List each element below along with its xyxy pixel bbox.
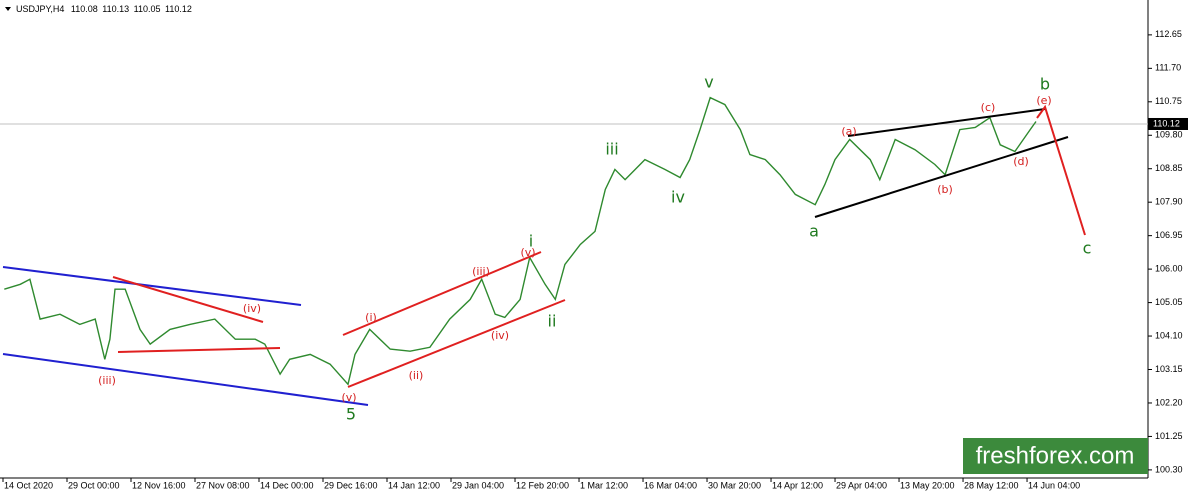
watermark: freshforex.com: [976, 442, 1135, 469]
wave-label: (iv): [243, 302, 261, 315]
y-tick-label: 111.70: [1155, 63, 1181, 73]
wave-label: a: [809, 222, 819, 241]
trend-line: [347, 299, 566, 388]
x-tick-label: 14 Oct 2020: [4, 480, 53, 490]
wave-label: b: [1040, 75, 1050, 94]
wave-label: v: [704, 73, 713, 92]
x-tick-label: 16 Mar 04:00: [644, 480, 697, 490]
x-tick-label: 14 Jun 04:00: [1028, 480, 1080, 490]
wave-label: (c): [981, 101, 996, 114]
channel-line: [2, 353, 369, 406]
wave-label: ii: [548, 312, 557, 331]
trend-line: [342, 251, 542, 336]
wave-label: c: [1083, 239, 1092, 258]
wave-label: (e): [1036, 94, 1051, 107]
chart-header: USDJPY,H4 110.08 110.13 110.05 110.12: [16, 4, 192, 14]
y-tick-label: 107.90: [1155, 197, 1183, 207]
price-series: [4, 96, 1037, 386]
forecast-line: [1036, 104, 1086, 236]
wave-label: (iii): [472, 265, 490, 278]
wave-label: i: [529, 232, 533, 251]
annotation-layer: (iii)(iv)5(v)(i)(ii)(iii)(iv)(v)iiiiiiiv…: [98, 73, 1091, 424]
y-tick-label: 106.95: [1155, 230, 1183, 240]
wave-label: (iii): [98, 374, 116, 387]
trend-line: [814, 136, 1069, 218]
y-tick-label: 103.15: [1155, 364, 1183, 374]
close: 110.12: [165, 4, 192, 14]
y-tick-label: 106.00: [1155, 263, 1183, 273]
price-label-box: [1148, 117, 1188, 130]
y-tick-label: 112.65: [1155, 29, 1182, 39]
wave-label: (v): [520, 246, 535, 259]
high: 110.13: [102, 4, 129, 14]
wave-label: (b): [937, 183, 953, 196]
wave-label: (ii): [409, 369, 424, 382]
y-tick-label: 104.10: [1155, 330, 1183, 340]
open: 110.08: [71, 4, 98, 14]
x-tick-label: 29 Jan 04:00: [452, 480, 504, 490]
symbol: USDJPY,H4: [16, 4, 64, 14]
x-tick-label: 13 May 20:00: [900, 480, 955, 490]
wave-label: (v): [341, 391, 356, 404]
wave-label: (a): [841, 125, 856, 138]
x-tick-label: 12 Feb 20:00: [516, 480, 569, 490]
x-tick-label: 14 Apr 12:00: [772, 480, 823, 490]
channel-line: [2, 266, 302, 306]
x-tick-label: 14 Jan 12:00: [388, 480, 440, 490]
low: 110.05: [134, 4, 161, 14]
x-tick-label: 29 Apr 04:00: [836, 480, 887, 490]
y-tick-label: 101.25: [1155, 431, 1183, 441]
x-tick-label: 28 May 12:00: [964, 480, 1019, 490]
x-tick-label: 29 Dec 16:00: [324, 480, 378, 490]
wave-label: iv: [671, 188, 685, 207]
trend-line: [847, 108, 1046, 137]
wave-lines: [2, 104, 1086, 406]
y-tick-label: 105.05: [1155, 297, 1183, 307]
y-tick-label: 108.85: [1155, 163, 1183, 173]
x-tick-label: 1 Mar 12:00: [580, 480, 628, 490]
trend-line: [117, 347, 281, 353]
y-tick-label: 100.30: [1155, 464, 1183, 474]
series-layer: [4, 96, 1037, 386]
wave-label: (i): [365, 311, 377, 324]
x-tick-label: 14 Dec 00:00: [260, 480, 314, 490]
x-tick-label: 27 Nov 08:00: [196, 480, 250, 490]
wave-label: (iv): [491, 329, 509, 342]
x-tick-label: 30 Mar 20:00: [708, 480, 761, 490]
wave-label: (d): [1013, 155, 1029, 168]
y-tick-label: 109.80: [1155, 130, 1183, 140]
x-tick-label: 29 Oct 00:00: [68, 480, 120, 490]
menu-triangle: [5, 7, 11, 11]
y-tick-label: 102.20: [1155, 397, 1183, 407]
x-tick-label: 12 Nov 16:00: [132, 480, 186, 490]
price-label: 110.12: [1153, 118, 1180, 128]
trend-line: [112, 276, 264, 323]
y-tick-label: 110.75: [1155, 96, 1182, 106]
wave-label: iii: [605, 140, 618, 159]
watermark-box: [963, 438, 1148, 474]
wave-label: 5: [346, 405, 356, 424]
